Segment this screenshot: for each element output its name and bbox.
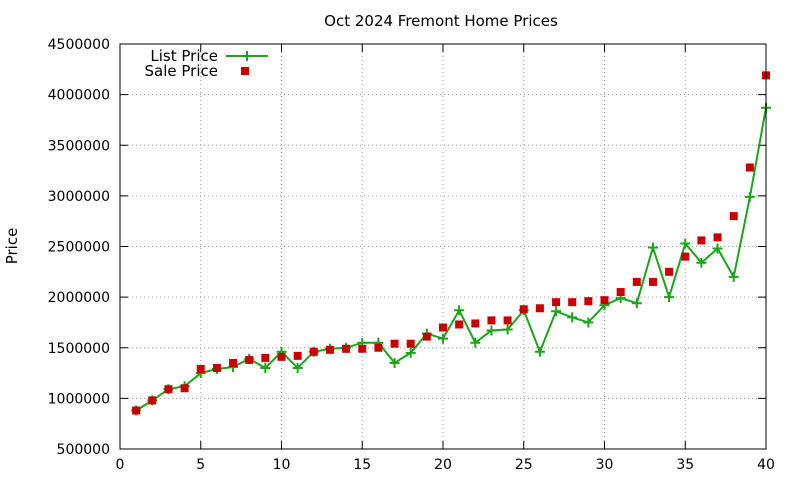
sale-price-point [745,163,754,172]
list-price-point [696,257,707,268]
x-tick-label: 5 [196,457,205,473]
sale-price-point [212,364,221,372]
sale-price-point [132,406,141,415]
list-price-point [534,346,545,357]
sale-price-point [487,316,496,325]
x-tick-label: 10 [273,457,291,473]
y-tick-label: 4000000 [48,88,110,104]
sale-price-point [309,347,318,356]
list-price-point [664,292,675,303]
sale-price-point [584,297,593,306]
grid-lines [120,44,766,449]
list-price-point [486,325,497,336]
list-price-point [647,242,658,253]
sale-price-point [245,355,254,364]
sale-price-point [600,296,609,305]
sale-price-point [681,252,690,261]
y-tick-label: 4500000 [48,37,110,53]
sale-price-point [632,277,641,286]
list-price-point [438,333,448,344]
sale-price-point [293,351,302,360]
sale-price-point [471,319,480,328]
legend-label-sale-price: Sale Price [145,62,218,80]
sale-price-point [406,339,415,348]
list-price-point [567,312,578,323]
x-tick-label: 40 [757,457,775,473]
sale-price-point [229,358,238,367]
list-price-point [712,243,723,254]
sale-price-point [164,385,173,394]
legend-marker-sale-price [241,67,249,75]
sale-price-point [358,344,367,353]
y-tick-label: 3000000 [48,189,110,205]
sale-price-point [503,316,512,325]
x-tick-label: 35 [676,457,694,473]
sale-price-point [648,277,657,286]
list-price-point [454,305,465,316]
list-price-point [680,238,691,249]
axis-ticks: 500000 1000000 1500000 2000000 2500000 300000… [48,37,775,473]
sale-price-point [519,305,528,314]
list-price-point [292,363,303,373]
sale-price-point [374,343,383,352]
sale-price-point [713,233,722,242]
y-tick-label: 1500000 [48,341,110,357]
sale-price-point [697,236,706,245]
x-tick-label: 15 [353,457,371,473]
sale-price-point [552,298,561,307]
legend-label-list-price: List Price [150,47,218,65]
chart-title: Oct 2024 Fremont Home Prices [324,12,558,30]
y-tick-label: 1000000 [48,391,110,407]
x-tick-label: 25 [515,457,533,473]
sale-price-point [665,267,674,276]
list-price-point [470,337,481,348]
sale-price-point [148,396,157,405]
x-tick-label: 30 [596,457,614,473]
sale-price-point [439,323,447,332]
list-price-point [389,357,400,368]
series-layer [131,71,771,416]
list-price-point [583,317,594,328]
sale-price-point [277,352,286,361]
sale-price-point [616,288,625,297]
y-tick-label: 2500000 [48,240,110,256]
list-price-point [631,298,642,309]
list-price-point [502,324,513,335]
sale-price-point [342,344,351,353]
legend-marker-list-price [242,51,252,61]
sale-price-point [180,384,189,393]
list-price-point [260,363,271,373]
sale-price-point [568,298,577,307]
sale-price-point [325,345,334,354]
legend: List Price Sale Price [145,47,268,80]
sale-price-point [455,320,464,329]
y-tick-label: 3500000 [48,138,110,154]
sale-price-point [196,365,205,374]
series-line-list-price [135,107,767,412]
sale-price-point [535,304,544,313]
y-tick-label: 500000 [57,442,110,458]
sale-price-point [422,332,431,341]
list-price-point [551,306,562,317]
plot-border [119,43,767,450]
x-tick-label: 20 [434,457,452,473]
x-tick-label: 0 [116,457,125,473]
y-axis-label: Price [3,228,21,265]
y-tick-label: 2000000 [48,290,110,306]
list-price-point [405,347,416,358]
sale-price-point [729,212,738,221]
sale-price-point [390,339,399,348]
sale-price-point [261,353,270,362]
list-price-point [744,191,755,202]
list-price-point [728,271,739,282]
